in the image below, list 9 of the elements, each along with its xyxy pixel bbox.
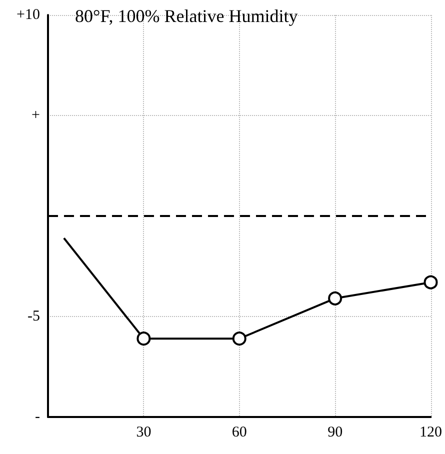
x-tick-label: 120 <box>420 424 442 440</box>
y-tick-label: -5 <box>28 308 40 324</box>
y-tick-label: + <box>32 108 40 124</box>
y-tick-label: - <box>35 409 40 425</box>
y-tick-label: +10 <box>16 7 40 23</box>
x-tick-label: 60 <box>232 424 247 440</box>
x-tick-label: 30 <box>136 424 152 440</box>
x-tick-label: 90 <box>328 424 343 440</box>
chart-title: 80°F, 100% Relative Humidity <box>75 6 298 26</box>
